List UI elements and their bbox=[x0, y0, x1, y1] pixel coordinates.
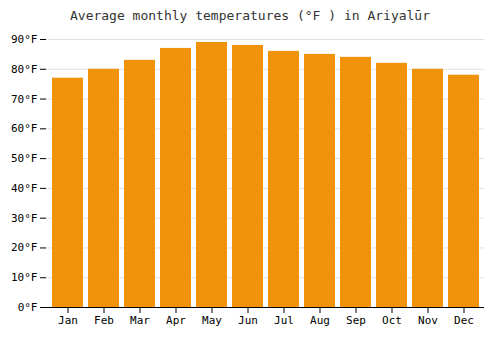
svg-text:30°F: 30°F bbox=[11, 212, 38, 225]
svg-text:Mar: Mar bbox=[130, 314, 150, 327]
svg-text:Aug: Aug bbox=[310, 314, 330, 327]
html-text:Average monthly temperatures (: Average monthly temperatures (°F ) in Ar… bbox=[70, 8, 430, 23]
svg-text:70°F: 70°F bbox=[11, 93, 38, 106]
svg-text:May: May bbox=[202, 314, 222, 327]
svg-text:Dec: Dec bbox=[454, 314, 474, 327]
svg-text:Jan: Jan bbox=[58, 314, 78, 327]
svg-text:60°F: 60°F bbox=[11, 122, 38, 135]
svg-text:40°F: 40°F bbox=[11, 182, 38, 195]
svg-text:90°F: 90°F bbox=[11, 33, 38, 46]
svg-text:Jun: Jun bbox=[238, 314, 258, 327]
svg-text:50°F: 50°F bbox=[11, 152, 38, 165]
svg-text:Jul: Jul bbox=[274, 314, 294, 327]
svg-text:Sep: Sep bbox=[346, 314, 366, 327]
svg-text:Feb: Feb bbox=[94, 314, 114, 327]
svg-text:20°F: 20°F bbox=[11, 241, 38, 254]
svg-text:0°F: 0°F bbox=[18, 301, 38, 314]
svg-text:Nov: Nov bbox=[418, 314, 438, 327]
svg-text:80°F: 80°F bbox=[11, 63, 38, 76]
svg-text:10°F: 10°F bbox=[11, 271, 38, 284]
svg-text:Apr: Apr bbox=[166, 314, 186, 327]
svg-text:Oct: Oct bbox=[382, 314, 402, 327]
